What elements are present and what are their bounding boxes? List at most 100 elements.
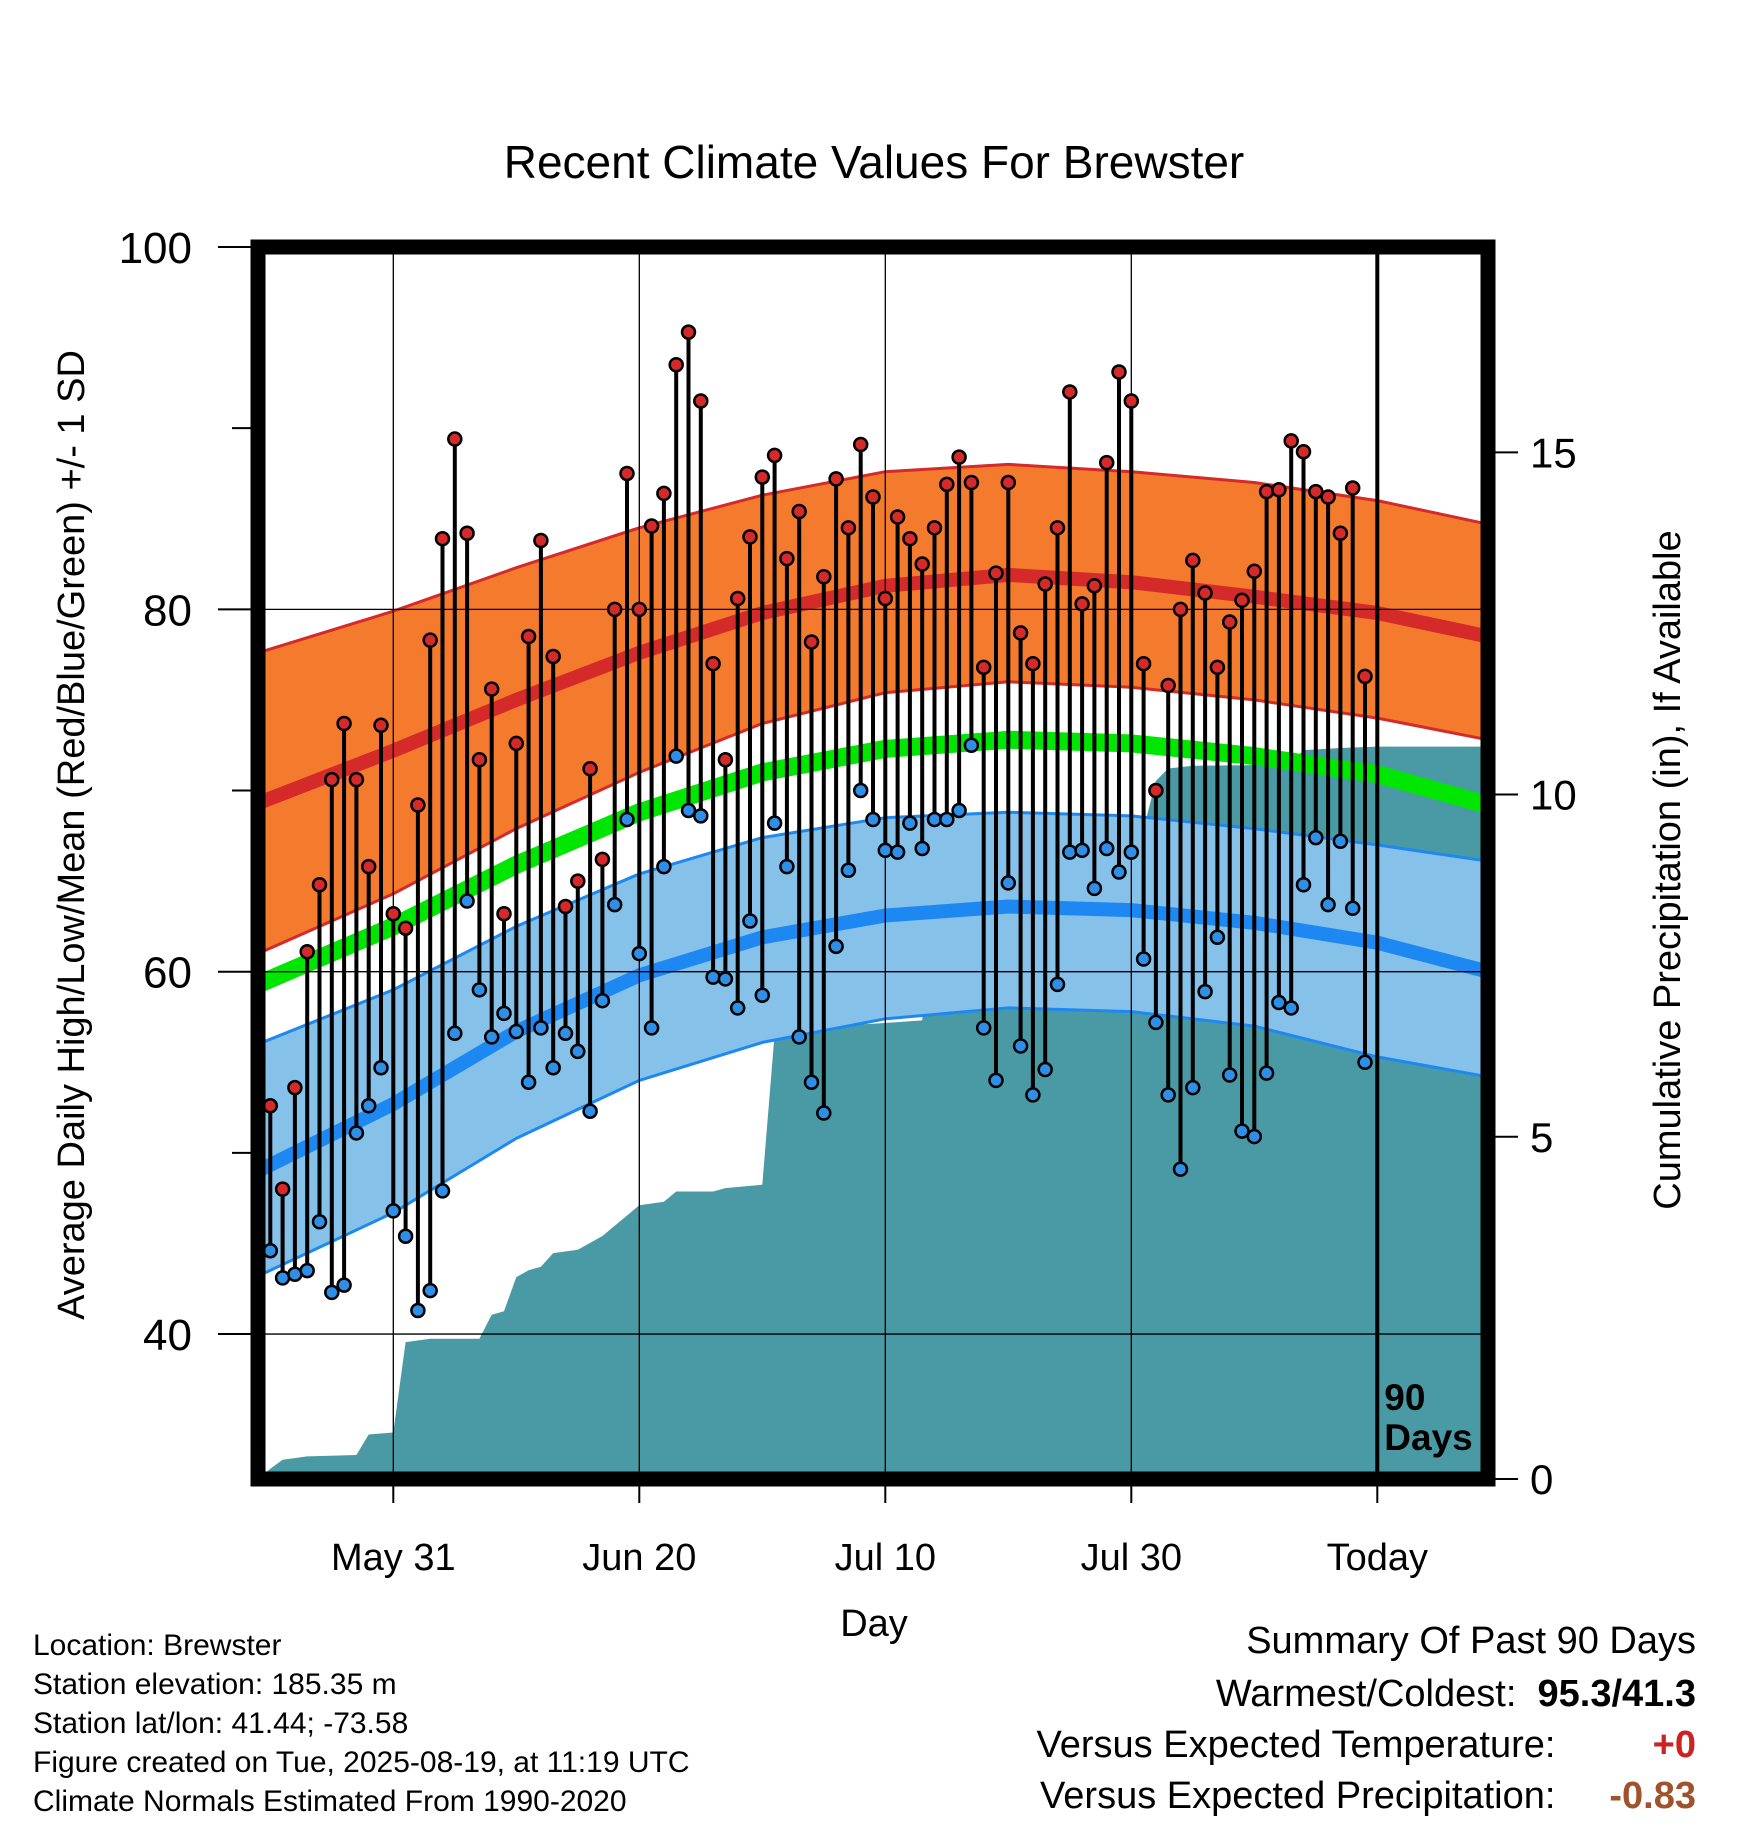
daily-low-point — [1012, 1038, 1029, 1054]
daily-high-point — [902, 530, 918, 547]
daily-low-point — [274, 1270, 291, 1286]
daily-low-point — [1135, 951, 1152, 967]
daily-high-point — [336, 715, 352, 732]
daily-low-point — [717, 971, 734, 987]
daily-high-point — [1258, 483, 1275, 500]
daily-high-point — [852, 436, 869, 453]
daily-low-point — [803, 1074, 820, 1090]
daily-high-point — [1283, 433, 1299, 449]
daily-low-point — [1332, 833, 1349, 850]
daily-high-point — [1098, 454, 1115, 471]
daily-high-point — [619, 465, 635, 482]
daily-high-point — [508, 735, 525, 752]
daily-low-point — [1246, 1128, 1263, 1145]
daily-high-point — [1160, 677, 1176, 694]
daily-low-point — [656, 858, 672, 875]
daily-high-point — [803, 634, 820, 650]
daily-low-point — [360, 1098, 377, 1114]
daily-low-point — [582, 1103, 598, 1119]
daily-high-point — [1148, 782, 1164, 799]
daily-low-point — [557, 1025, 574, 1042]
daily-low-point — [975, 1020, 992, 1036]
daily-low-point — [397, 1228, 414, 1244]
daily-low-point — [742, 913, 758, 929]
precip-label: Versus Expected Precipitation: — [1040, 1775, 1556, 1817]
daily-high-point — [520, 628, 537, 645]
daily-high-point — [1012, 625, 1029, 641]
daily-high-point — [754, 469, 771, 485]
daily-low-point — [889, 844, 906, 860]
plot-frame — [250, 239, 1496, 1487]
daily-high-point — [287, 1079, 303, 1096]
daily-high-point — [1246, 563, 1263, 580]
y2-tick-label: 5 — [1530, 1114, 1553, 1161]
daily-high-point — [348, 771, 365, 788]
daily-low-point — [779, 858, 795, 875]
daily-low-point — [1185, 1079, 1201, 1096]
daily-low-point — [1062, 844, 1078, 860]
daily-high-point — [1062, 384, 1078, 400]
summary-warmest-coldest: Warmest/Coldest: 95.3/41.3 — [1216, 1673, 1696, 1716]
daily-low-point — [766, 815, 783, 831]
daily-high-point — [422, 632, 438, 648]
daily-high-point — [705, 655, 721, 672]
daily-low-point — [520, 1074, 537, 1090]
daily-high-point — [742, 529, 758, 545]
daily-low-point — [1234, 1123, 1250, 1139]
daily-high-point — [311, 876, 328, 893]
daily-high-point — [988, 565, 1004, 581]
chart-title: Recent Climate Values For Brewster — [504, 136, 1245, 188]
daily-low-point — [1123, 844, 1140, 860]
temp-value: +0 — [1652, 1724, 1696, 1766]
daily-low-point — [410, 1302, 426, 1319]
daily-high-point — [816, 568, 832, 585]
daily-low-point — [643, 1020, 660, 1036]
daily-low-point — [311, 1213, 328, 1230]
daily-low-point — [1049, 976, 1066, 993]
daily-low-point — [828, 938, 844, 955]
daily-low-point — [324, 1284, 340, 1301]
daily-low-point — [1357, 1054, 1373, 1071]
x-axis-label: Day — [840, 1603, 908, 1645]
daily-high-point — [668, 357, 684, 373]
daily-high-point — [963, 474, 980, 491]
daily-low-point — [1037, 1061, 1053, 1078]
daily-high-point — [1086, 578, 1103, 594]
daily-low-point — [1098, 840, 1115, 857]
daily-high-point — [1123, 393, 1140, 409]
daily-low-point — [951, 802, 967, 819]
today-annotation: 90 — [1384, 1377, 1425, 1418]
daily-high-point — [877, 590, 894, 607]
daily-high-point — [606, 601, 623, 618]
daily-low-point — [508, 1023, 525, 1040]
daily-high-point — [360, 858, 377, 875]
daily-high-point — [570, 873, 586, 889]
daily-low-point — [754, 987, 771, 1004]
daily-low-point — [1271, 994, 1287, 1011]
daily-high-point — [582, 761, 598, 777]
location-text: Location: Brewster — [33, 1629, 282, 1662]
y-tick-label: 80 — [143, 586, 192, 635]
summary-precipitation: Versus Expected Precipitation: -0.83 — [1040, 1775, 1696, 1818]
daily-high-point — [1271, 482, 1287, 498]
daily-high-point — [939, 476, 955, 493]
daily-high-point — [1295, 443, 1312, 460]
daily-low-point — [1160, 1087, 1176, 1103]
daily-high-point — [557, 898, 574, 915]
daily-low-point — [434, 1183, 451, 1199]
daily-high-point — [717, 751, 734, 768]
daily-high-point — [410, 797, 426, 813]
daily-high-point — [865, 489, 881, 505]
daily-low-point — [533, 1020, 549, 1036]
daily-low-point — [680, 802, 697, 819]
today-annotation: Days — [1384, 1417, 1472, 1458]
daily-high-point — [951, 449, 967, 465]
daily-low-point — [902, 815, 918, 831]
daily-low-point — [336, 1277, 352, 1293]
daily-low-point — [1172, 1161, 1189, 1177]
daily-high-point — [840, 520, 857, 536]
daily-high-point — [1332, 525, 1349, 542]
daily-high-point — [914, 556, 930, 572]
